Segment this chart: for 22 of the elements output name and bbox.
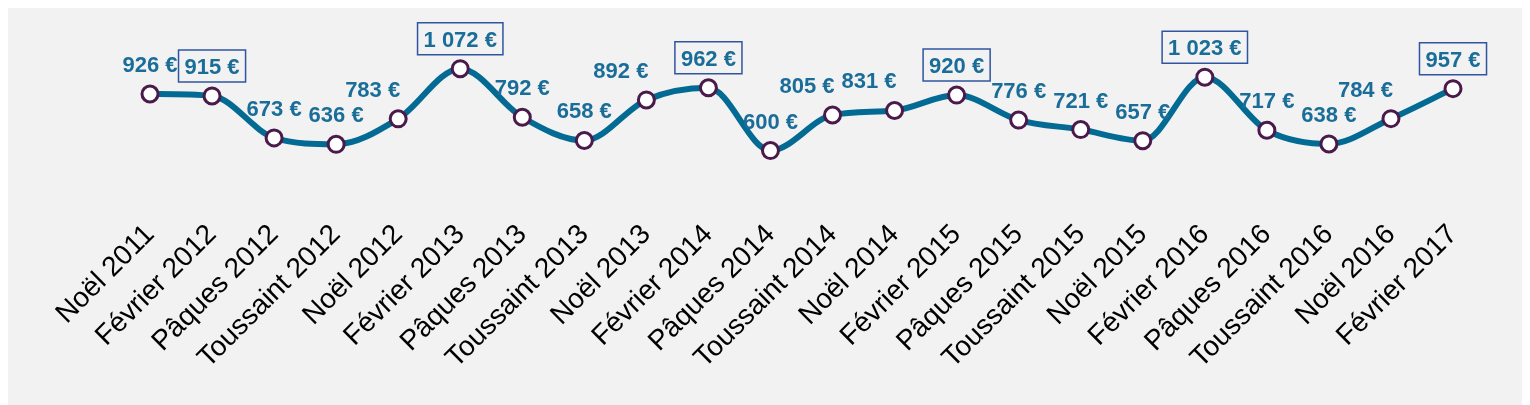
data-label: 920 € (929, 53, 985, 79)
data-label: 926 € (122, 52, 178, 78)
data-label: 831 € (841, 68, 897, 94)
data-label: 783 € (345, 76, 401, 102)
data-label: 1 072 € (423, 26, 497, 52)
data-label: 792 € (494, 75, 550, 101)
data-label: 717 € (1239, 88, 1295, 114)
data-label: 657 € (1115, 98, 1171, 124)
data-label: 636 € (308, 102, 364, 128)
data-label: 1 023 € (1168, 35, 1242, 61)
data-label: 673 € (246, 95, 302, 121)
data-label: 721 € (1053, 87, 1109, 113)
data-label: 805 € (779, 73, 835, 98)
data-label: 957 € (1425, 46, 1481, 72)
data-label: 915 € (184, 53, 240, 79)
data-label: 892 € (593, 57, 649, 83)
data-label: 962 € (680, 45, 736, 71)
data-label: 600 € (742, 108, 799, 134)
data-label: 784 € (1337, 76, 1393, 102)
data-label: 638 € (1301, 101, 1357, 127)
data-label: 776 € (991, 78, 1047, 104)
data-label: 658 € (556, 98, 612, 124)
